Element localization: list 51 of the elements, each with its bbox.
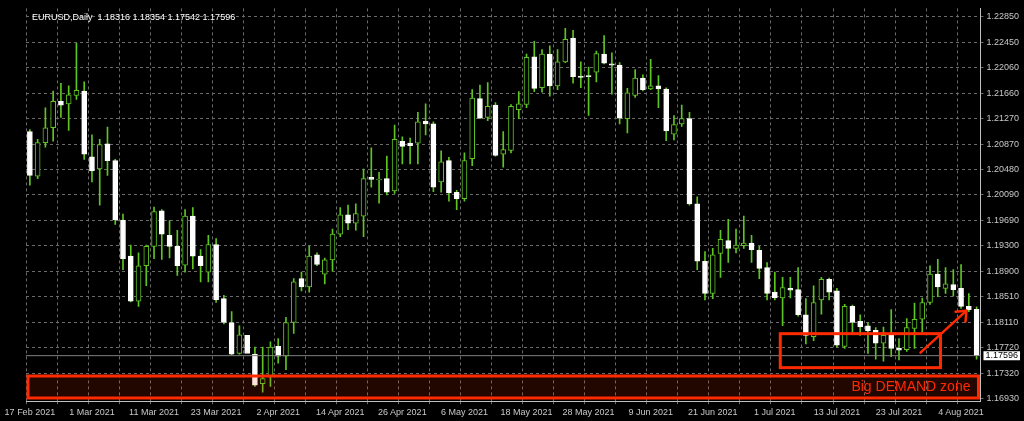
band-label: Big DEMAND zone: [851, 377, 971, 394]
x-tick-label: 4 Aug 2021: [938, 407, 984, 418]
y-tick-label: 1.20090: [986, 189, 1020, 200]
x-tick-label: 2 Apr 2021: [256, 407, 300, 418]
y-tick-label: 1.18900: [986, 266, 1020, 277]
y-tick-label: 1.18510: [986, 291, 1020, 302]
candlestick: [609, 52, 615, 95]
y-tick-label: 1.22850: [986, 11, 1020, 22]
x-tick-label: 1 Jul 2021: [754, 407, 796, 418]
candlestick: [500, 131, 507, 168]
y-tick-label: 1.20480: [986, 164, 1020, 175]
x-tick-label: 6 May 2021: [440, 407, 488, 418]
candlestick: [733, 228, 739, 254]
y-tick-label: 1.22450: [986, 37, 1020, 48]
chart-title: EURUSD,Daily 1.18316 1.18354 1.17542 1.17596: [32, 11, 236, 22]
y-tick-label: 1.22060: [986, 62, 1020, 73]
candlestick: [772, 271, 778, 301]
x-tick-label: 9 Jun 2021: [628, 407, 673, 418]
candlestick: [725, 218, 732, 263]
candlestick: [896, 338, 902, 361]
x-tick-label: 23 Jul 2021: [875, 407, 923, 418]
x-tick-label: 18 May 2021: [500, 407, 553, 418]
candlestick: [244, 335, 250, 354]
y-tick-label: 1.21270: [986, 113, 1020, 124]
candlestick: [376, 171, 382, 204]
x-tick-label: 26 Apr 2021: [378, 407, 427, 418]
candlestick: [950, 269, 957, 297]
x-tick-label: 14 Apr 2021: [316, 407, 365, 418]
y-tick-label: 1.21660: [986, 88, 1020, 99]
candlestick: [368, 147, 375, 188]
y-tick-label: 1.18110: [986, 317, 1019, 327]
x-tick-label: 28 May 2021: [562, 407, 615, 418]
candlestick: [515, 91, 522, 120]
y-tick-label: 1.19300: [986, 240, 1020, 251]
candlestick: [966, 293, 972, 312]
ref-line-label: 1.17596: [985, 350, 1019, 361]
x-tick-label: 11 Mar 2021: [129, 407, 179, 418]
x-tick-label: 23 Mar 2021: [190, 407, 242, 418]
x-tick-label: 21 Jun 2021: [687, 407, 738, 418]
x-tick-label: 1 Mar 2021: [69, 407, 115, 418]
candlestick: [578, 61, 584, 89]
x-tick-label: 17 Feb 2021: [4, 407, 56, 418]
y-tick-label: 1.16930: [986, 393, 1020, 404]
y-tick-label: 1.19690: [986, 215, 1020, 226]
candlestick: [647, 59, 654, 90]
candlestick: [259, 346, 266, 393]
y-tick-label: 1.17720: [986, 342, 1020, 353]
x-tick-label: 13 Jul 2021: [813, 407, 861, 418]
y-tick-label: 1.20870: [986, 138, 1020, 149]
y-tick-label: 1.17320: [986, 367, 1020, 378]
candlestick: [65, 85, 72, 131]
